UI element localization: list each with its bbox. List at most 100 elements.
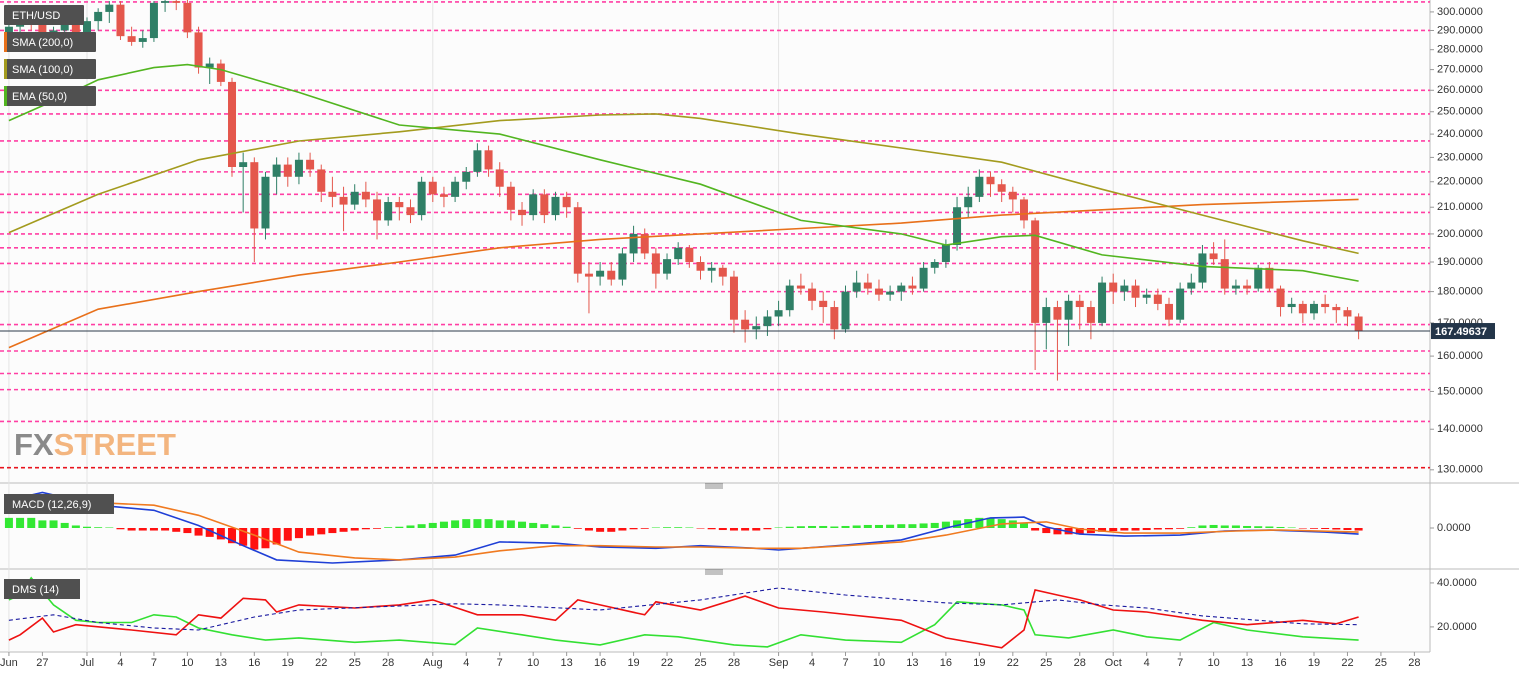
- histogram-bar: [819, 525, 828, 528]
- histogram-bar: [1109, 528, 1118, 532]
- candle-body: [194, 32, 203, 68]
- candle-body: [830, 307, 839, 330]
- histogram-bar: [406, 525, 415, 528]
- legend-item[interactable]: SMA (100,0): [4, 59, 96, 79]
- histogram-bar: [1164, 528, 1173, 530]
- histogram-bar: [149, 528, 158, 531]
- candle-body: [819, 300, 828, 308]
- histogram-bar: [663, 527, 672, 528]
- drag-handle[interactable]: [705, 483, 723, 575]
- histogram-bar: [1153, 528, 1162, 530]
- candle-body: [1086, 307, 1095, 323]
- y-tick-label: 130.0000: [1437, 464, 1483, 476]
- x-tick-label: 13: [1241, 657, 1253, 669]
- histogram-bar: [1019, 522, 1028, 528]
- candle-body: [874, 288, 883, 295]
- histogram-bar: [250, 528, 259, 550]
- histogram-bar: [272, 528, 281, 545]
- candle-body: [1321, 303, 1330, 308]
- legend-item[interactable]: ETH/USD: [4, 5, 84, 25]
- x-tick-label: 22: [1007, 657, 1019, 669]
- candle-body: [685, 247, 694, 263]
- histogram-bar: [506, 520, 515, 528]
- candle-body: [663, 259, 672, 274]
- series-line: [8, 63, 1359, 282]
- legend-item[interactable]: EMA (50,0): [4, 86, 96, 106]
- candle-body: [1220, 259, 1229, 289]
- histogram-bar: [1198, 525, 1207, 528]
- candle-body: [886, 291, 895, 295]
- histogram-bar: [975, 517, 984, 528]
- x-tick-label: 7: [1177, 657, 1183, 669]
- candle-body: [1231, 285, 1240, 289]
- x-tick-label: 22: [1341, 657, 1353, 669]
- y-tick-label: 300.0000: [1437, 6, 1483, 18]
- histogram-bar: [729, 528, 738, 531]
- candle-body: [640, 233, 649, 254]
- x-tick-label: 28: [1074, 657, 1086, 669]
- legend-swatch: [4, 32, 7, 52]
- candle-body: [183, 2, 192, 33]
- y-tick-label: 210.0000: [1437, 201, 1483, 213]
- candle-body: [997, 184, 1006, 192]
- candle-body: [529, 194, 538, 216]
- candle-body: [473, 150, 482, 172]
- legend-item[interactable]: SMA (200,0): [4, 32, 96, 52]
- histogram-bar: [127, 528, 136, 531]
- y-tick-label: 250.0000: [1437, 106, 1483, 118]
- candle-body: [674, 247, 683, 260]
- histogram-bar: [451, 520, 460, 528]
- legend-label: EMA (50,0): [12, 91, 67, 103]
- x-tick-label: 13: [906, 657, 918, 669]
- candle-body: [484, 150, 493, 170]
- legend-swatch: [4, 59, 7, 79]
- x-tick-label: 7: [497, 657, 503, 669]
- histogram-bar: [216, 528, 225, 540]
- x-tick-label: Jun: [0, 657, 18, 669]
- candle-body: [1042, 307, 1051, 323]
- histogram-bar: [696, 528, 705, 529]
- histogram-bar: [629, 528, 638, 530]
- candle-body: [941, 244, 950, 263]
- watermark: FXSTREET: [14, 427, 176, 462]
- histogram-bar: [752, 528, 761, 531]
- candle-body: [629, 233, 638, 254]
- candle-body: [584, 273, 593, 277]
- x-tick-label: 16: [940, 657, 952, 669]
- histogram-bar: [986, 517, 995, 528]
- x-tick-label: 25: [1375, 657, 1387, 669]
- x-tick-label: 28: [1408, 657, 1420, 669]
- x-tick-label: 25: [1040, 657, 1052, 669]
- histogram-bar: [1298, 528, 1307, 529]
- histogram-bar: [953, 520, 962, 528]
- candle-body: [930, 262, 939, 268]
- candle-body: [774, 310, 783, 317]
- candle-body: [573, 207, 582, 274]
- histogram-bar: [328, 528, 337, 534]
- x-tick-label: 28: [382, 657, 394, 669]
- series-line: [8, 496, 1359, 561]
- candle-body: [127, 36, 136, 42]
- candle-body: [1176, 288, 1185, 320]
- candle-body: [551, 196, 560, 216]
- histogram-bar: [462, 519, 471, 528]
- histogram-bar: [1075, 528, 1084, 535]
- candle-body: [1075, 300, 1084, 308]
- histogram-bar: [1187, 527, 1196, 528]
- x-tick-label: 22: [315, 657, 327, 669]
- candle-body: [317, 169, 326, 192]
- y-tick-label: 150.0000: [1437, 385, 1483, 397]
- histogram-bar: [1254, 526, 1263, 528]
- candle-body: [306, 159, 315, 170]
- histogram-bar: [1309, 528, 1318, 529]
- series-line: [8, 113, 1359, 255]
- legend-box: [4, 5, 84, 25]
- candle-body: [1120, 285, 1129, 292]
- histogram-bar: [261, 528, 270, 549]
- candle-body: [1354, 316, 1363, 332]
- candle-body: [953, 207, 962, 245]
- histogram-bar: [417, 524, 426, 528]
- histogram-bar: [239, 528, 248, 546]
- histogram-bar: [796, 526, 805, 528]
- histogram-bar: [350, 528, 359, 531]
